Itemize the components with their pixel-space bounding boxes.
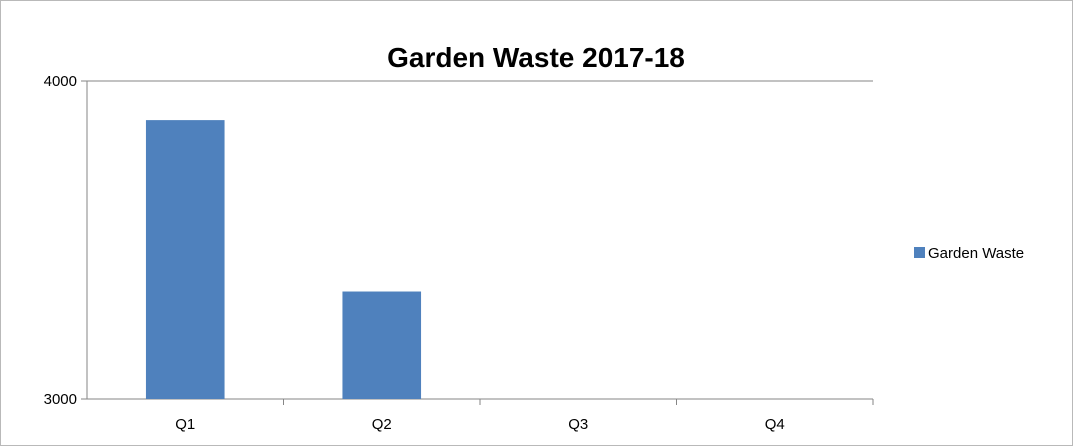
y-tick-label: 4000 <box>44 73 77 90</box>
legend-swatch <box>914 247 925 258</box>
y-tick-label: 3000 <box>44 391 77 408</box>
chart-title: Garden Waste 2017-18 <box>387 42 685 73</box>
legend-label: Garden Waste <box>928 245 1024 262</box>
bars-layer <box>145 120 422 399</box>
ticks-layer: 3000 4000 Q1 Q2 Q3 Q4 <box>44 73 874 433</box>
x-tick-label: Q1 <box>175 416 195 433</box>
x-tick-label: Q4 <box>765 416 785 433</box>
x-tick-label: Q2 <box>372 416 392 433</box>
bar-q1 <box>145 120 225 399</box>
bar-q2 <box>342 291 422 399</box>
legend: Garden Waste <box>914 245 1024 262</box>
x-tick-label: Q3 <box>568 416 588 433</box>
